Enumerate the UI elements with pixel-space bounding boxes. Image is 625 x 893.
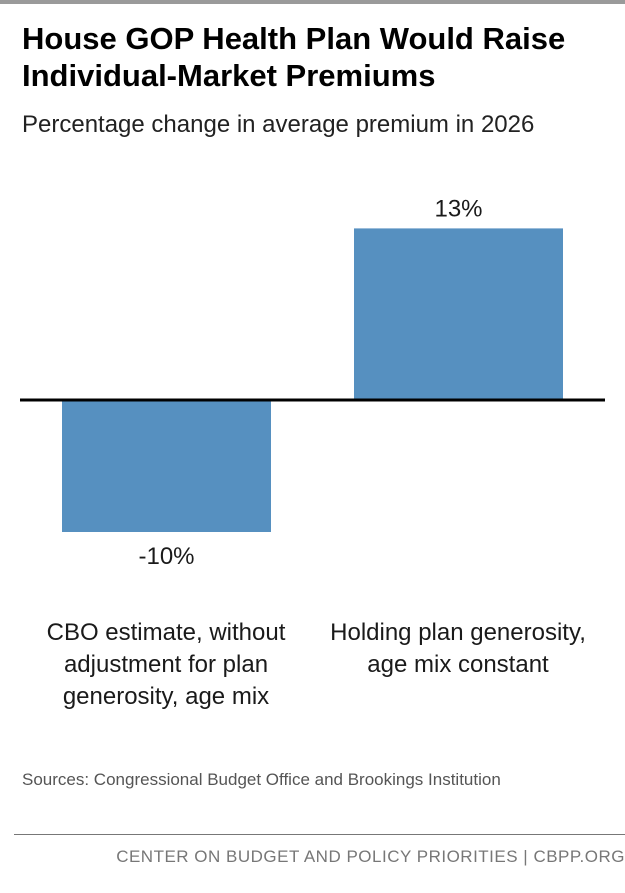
top-rule xyxy=(0,0,625,4)
bar-chart: -10% 13% xyxy=(20,195,605,570)
data-label-cbo-estimate: -10% xyxy=(138,543,194,570)
bar-holding-constant xyxy=(354,228,563,400)
org-credit: CENTER ON BUDGET AND POLICY PRIORITIES |… xyxy=(116,847,625,866)
chart-subtitle: Percentage change in average premium in … xyxy=(22,111,535,138)
data-label-holding-constant: 13% xyxy=(434,195,482,222)
sources-note: Sources: Congressional Budget Office and… xyxy=(22,770,501,789)
bar-cbo-estimate xyxy=(62,400,271,532)
chart-title: House GOP Health Plan Would Raise Indivi… xyxy=(22,21,566,93)
category-label-holding: Holding plan generosity, age mix constan… xyxy=(330,619,586,678)
footer-divider xyxy=(14,834,625,835)
category-label-cbo: CBO estimate, without adjustment for pla… xyxy=(46,619,286,710)
